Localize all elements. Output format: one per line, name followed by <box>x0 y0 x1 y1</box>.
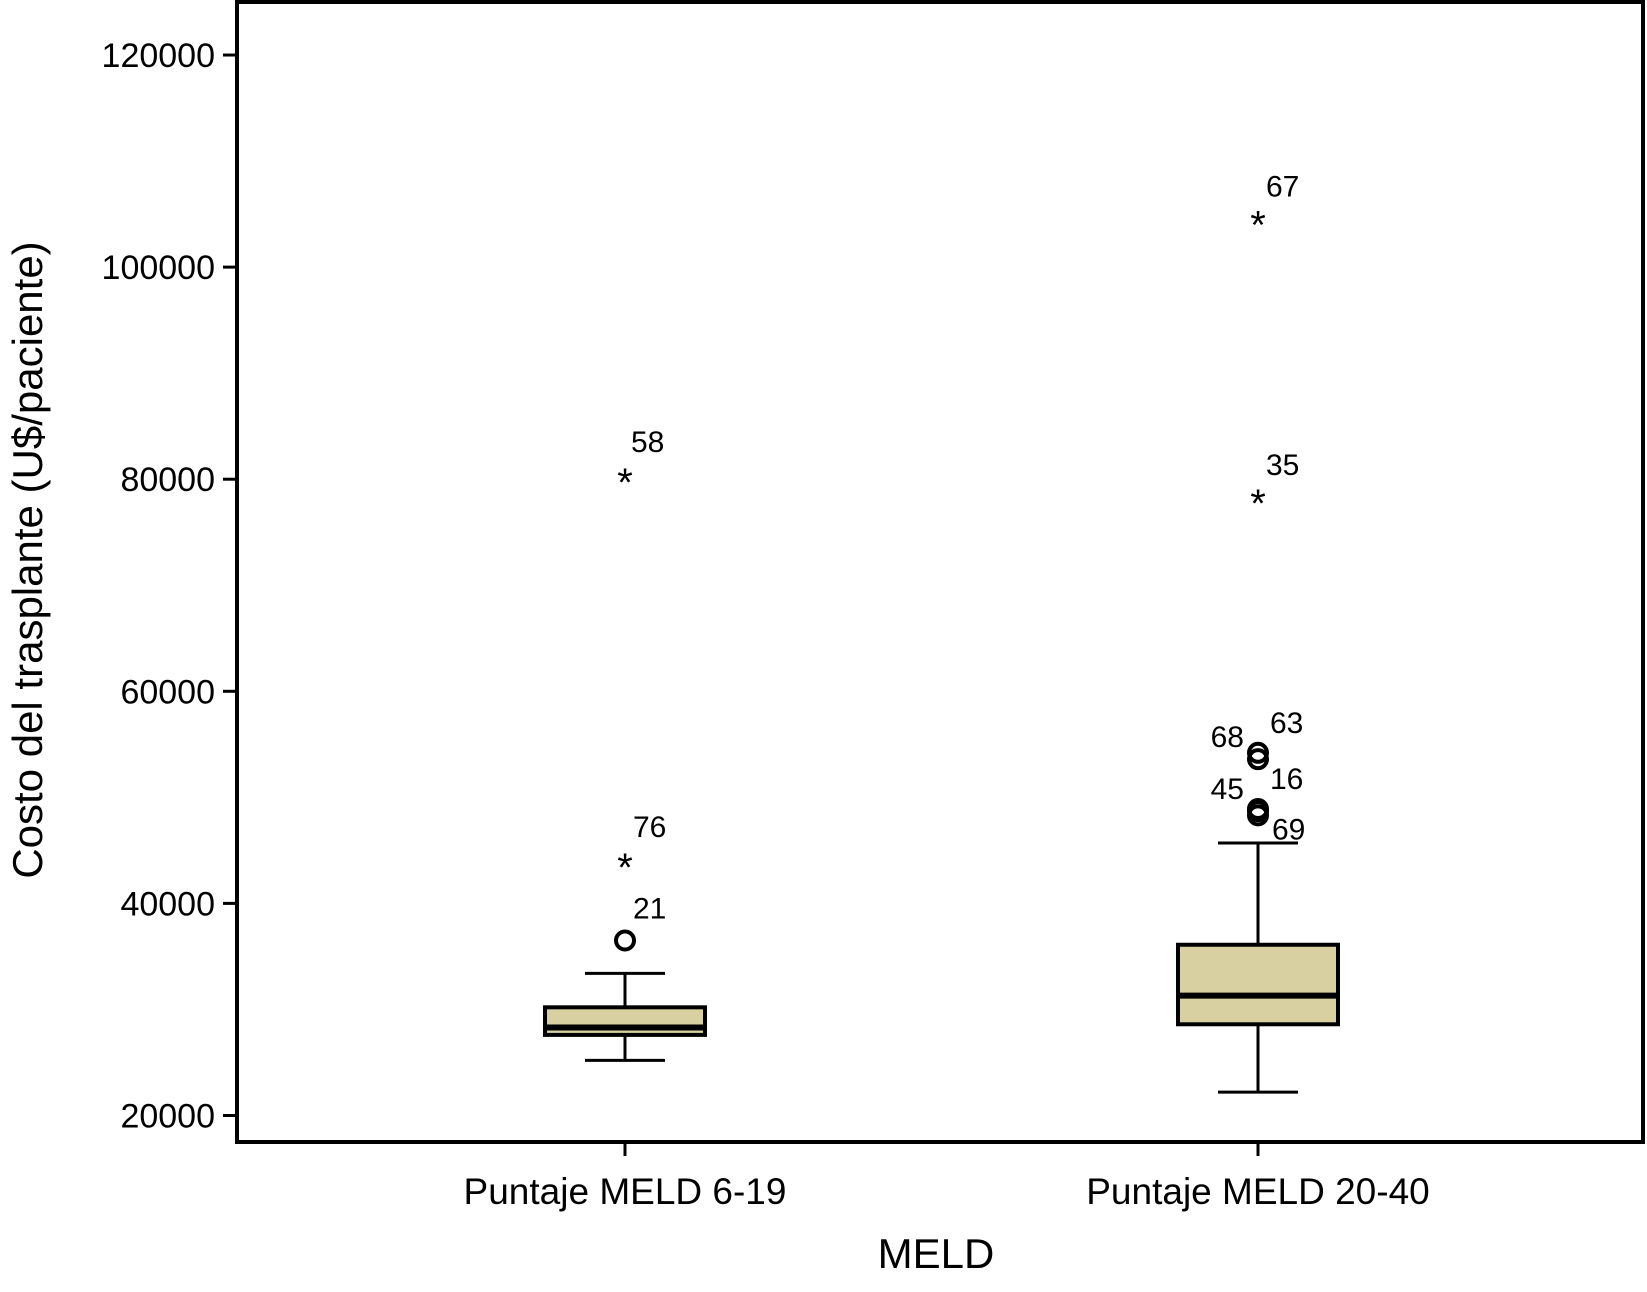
y-tick-label: 80000 <box>120 461 215 499</box>
x-tick-label: Puntaje MELD 6-19 <box>464 1171 787 1212</box>
box-group: 21*76*58 <box>543 426 707 1062</box>
y-tick-label: 120000 <box>102 37 215 75</box>
y-tick-label: 20000 <box>120 1097 215 1135</box>
outlier-label: 69 <box>1272 813 1305 846</box>
outlier-star: * <box>617 846 633 890</box>
y-axis-title: Costo del trasplante (U$/paciente) <box>4 241 51 878</box>
x-axis-title: MELD <box>878 1230 995 1277</box>
outlier-label: 58 <box>631 426 664 459</box>
outlier-circle <box>1247 748 1269 771</box>
plot-frame <box>235 0 1645 1144</box>
outlier-label: 16 <box>1270 763 1303 796</box>
outlier-circle <box>1247 741 1269 764</box>
outlier-label: 21 <box>633 893 666 926</box>
outlier-label: 68 <box>1211 721 1244 754</box>
y-axis: 20000 40000 60000 80000 100000 120000 <box>102 37 237 1135</box>
outlier-star: * <box>1250 203 1266 247</box>
y-tick-label: 40000 <box>120 885 215 923</box>
x-axis: Puntaje MELD 6-19 Puntaje MELD 20-40 <box>464 1142 1430 1212</box>
y-tick-label: 100000 <box>102 249 215 287</box>
outlier-label: 45 <box>1211 773 1244 806</box>
y-tick-label: 60000 <box>120 673 215 711</box>
outlier-star: * <box>617 461 633 505</box>
iqr-box <box>1176 942 1340 1027</box>
outlier-star: * <box>1250 482 1266 526</box>
iqr-box <box>543 1005 707 1037</box>
outlier-label: 63 <box>1270 707 1303 740</box>
outlier-circle <box>614 929 636 952</box>
outlier-label: 76 <box>633 811 666 844</box>
outlier-circle <box>1247 798 1269 821</box>
outlier-label: 35 <box>1266 449 1299 482</box>
x-tick-label: Puntaje MELD 20-40 <box>1086 1171 1429 1212</box>
outlier-label: 67 <box>1266 170 1299 203</box>
